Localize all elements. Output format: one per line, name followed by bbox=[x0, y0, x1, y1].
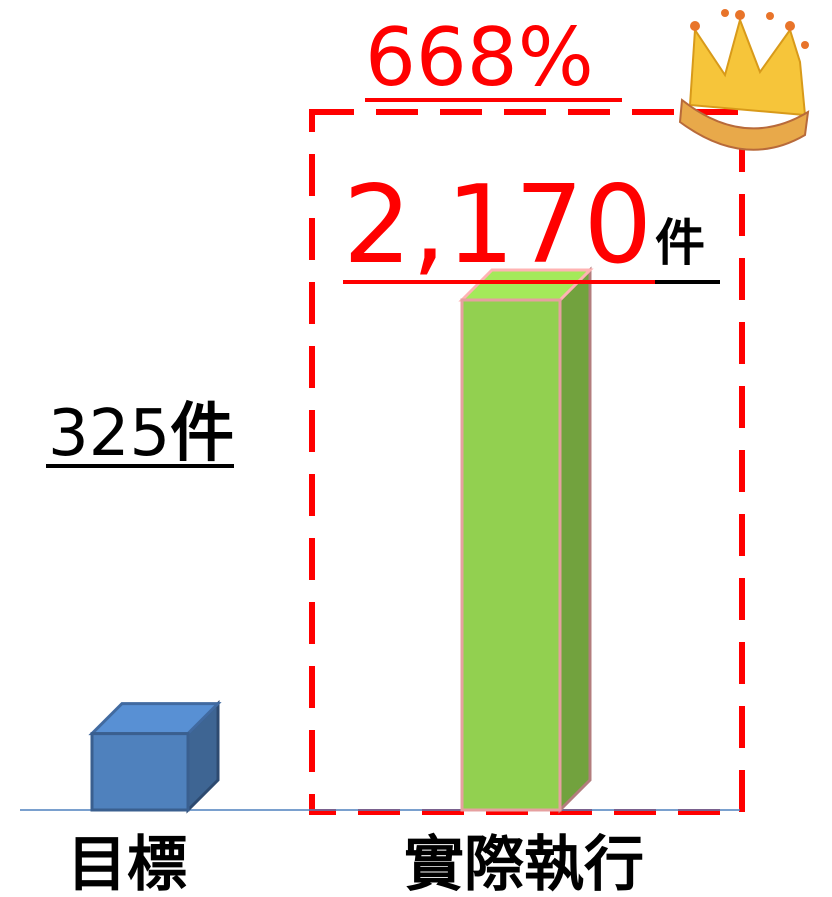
bar bbox=[90, 732, 190, 812]
category-label: 實際執行 bbox=[404, 830, 644, 897]
value-label: 2,170 bbox=[343, 163, 652, 288]
bars bbox=[88, 266, 594, 814]
highlight-box bbox=[309, 109, 745, 815]
value-unit: 件 bbox=[170, 397, 234, 471]
value-unit: 件 bbox=[655, 214, 705, 272]
annotation: 668% bbox=[365, 11, 594, 104]
category-label: 目標 bbox=[67, 830, 187, 897]
value-label-group: 325件 bbox=[48, 397, 234, 471]
bar-side bbox=[558, 266, 592, 814]
bar bbox=[460, 298, 562, 812]
value-label: 325 bbox=[48, 397, 170, 471]
crown-icon bbox=[678, 9, 810, 151]
